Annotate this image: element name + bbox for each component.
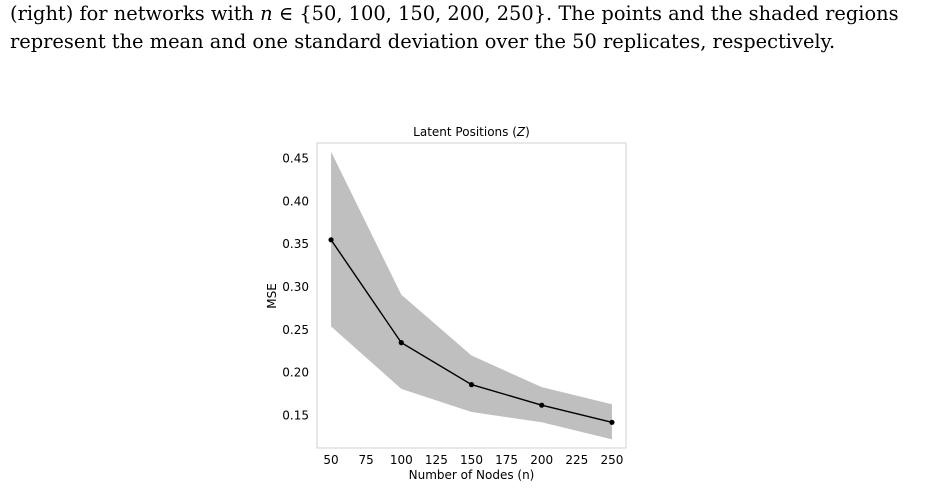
x-tick-label: 75 [359,453,374,467]
x-tick-label: 150 [460,453,483,467]
y-axis-label: MSE [265,283,279,309]
y-tick-label: 0.35 [282,237,309,251]
mean-points [328,237,615,425]
data-point-250 [609,419,615,425]
x-tick-label: 50 [323,453,338,467]
data-point-150 [468,382,475,388]
x-tick-label: 200 [530,453,553,467]
x-tick-label: 100 [390,453,413,467]
figure-caption: (right) for networks with n ∈ {50, 100, … [10,0,926,56]
data-point-200 [539,402,545,408]
std-deviation-band [331,151,612,440]
y-tick-labels: 0.15 0.20 0.25 0.30 0.35 0.40 0.45 [282,151,309,422]
y-tick-label: 0.20 [282,366,309,380]
x-tick-labels: 50 75 100 125 150 175 200 225 250 [323,453,623,467]
x-tick-label: 225 [565,453,588,467]
x-axis-label: Number of Nodes (n) [409,468,535,482]
x-tick-label: 125 [425,453,448,467]
chart-title: Latent Positions (Z) [413,125,530,139]
y-tick-label: 0.25 [282,323,309,337]
y-tick-label: 0.40 [282,194,309,208]
data-point-50 [328,237,334,243]
x-tick-label: 250 [601,453,624,467]
y-tick-label: 0.45 [282,151,309,165]
caption-line-2: represent the mean and one standard devi… [10,30,836,53]
data-point-100 [398,340,404,346]
y-tick-label: 0.30 [282,280,309,294]
y-tick-label: 0.15 [282,408,309,422]
x-tick-label: 175 [495,453,518,467]
caption-line-1: (right) for networks with n ∈ {50, 100, … [10,2,899,25]
